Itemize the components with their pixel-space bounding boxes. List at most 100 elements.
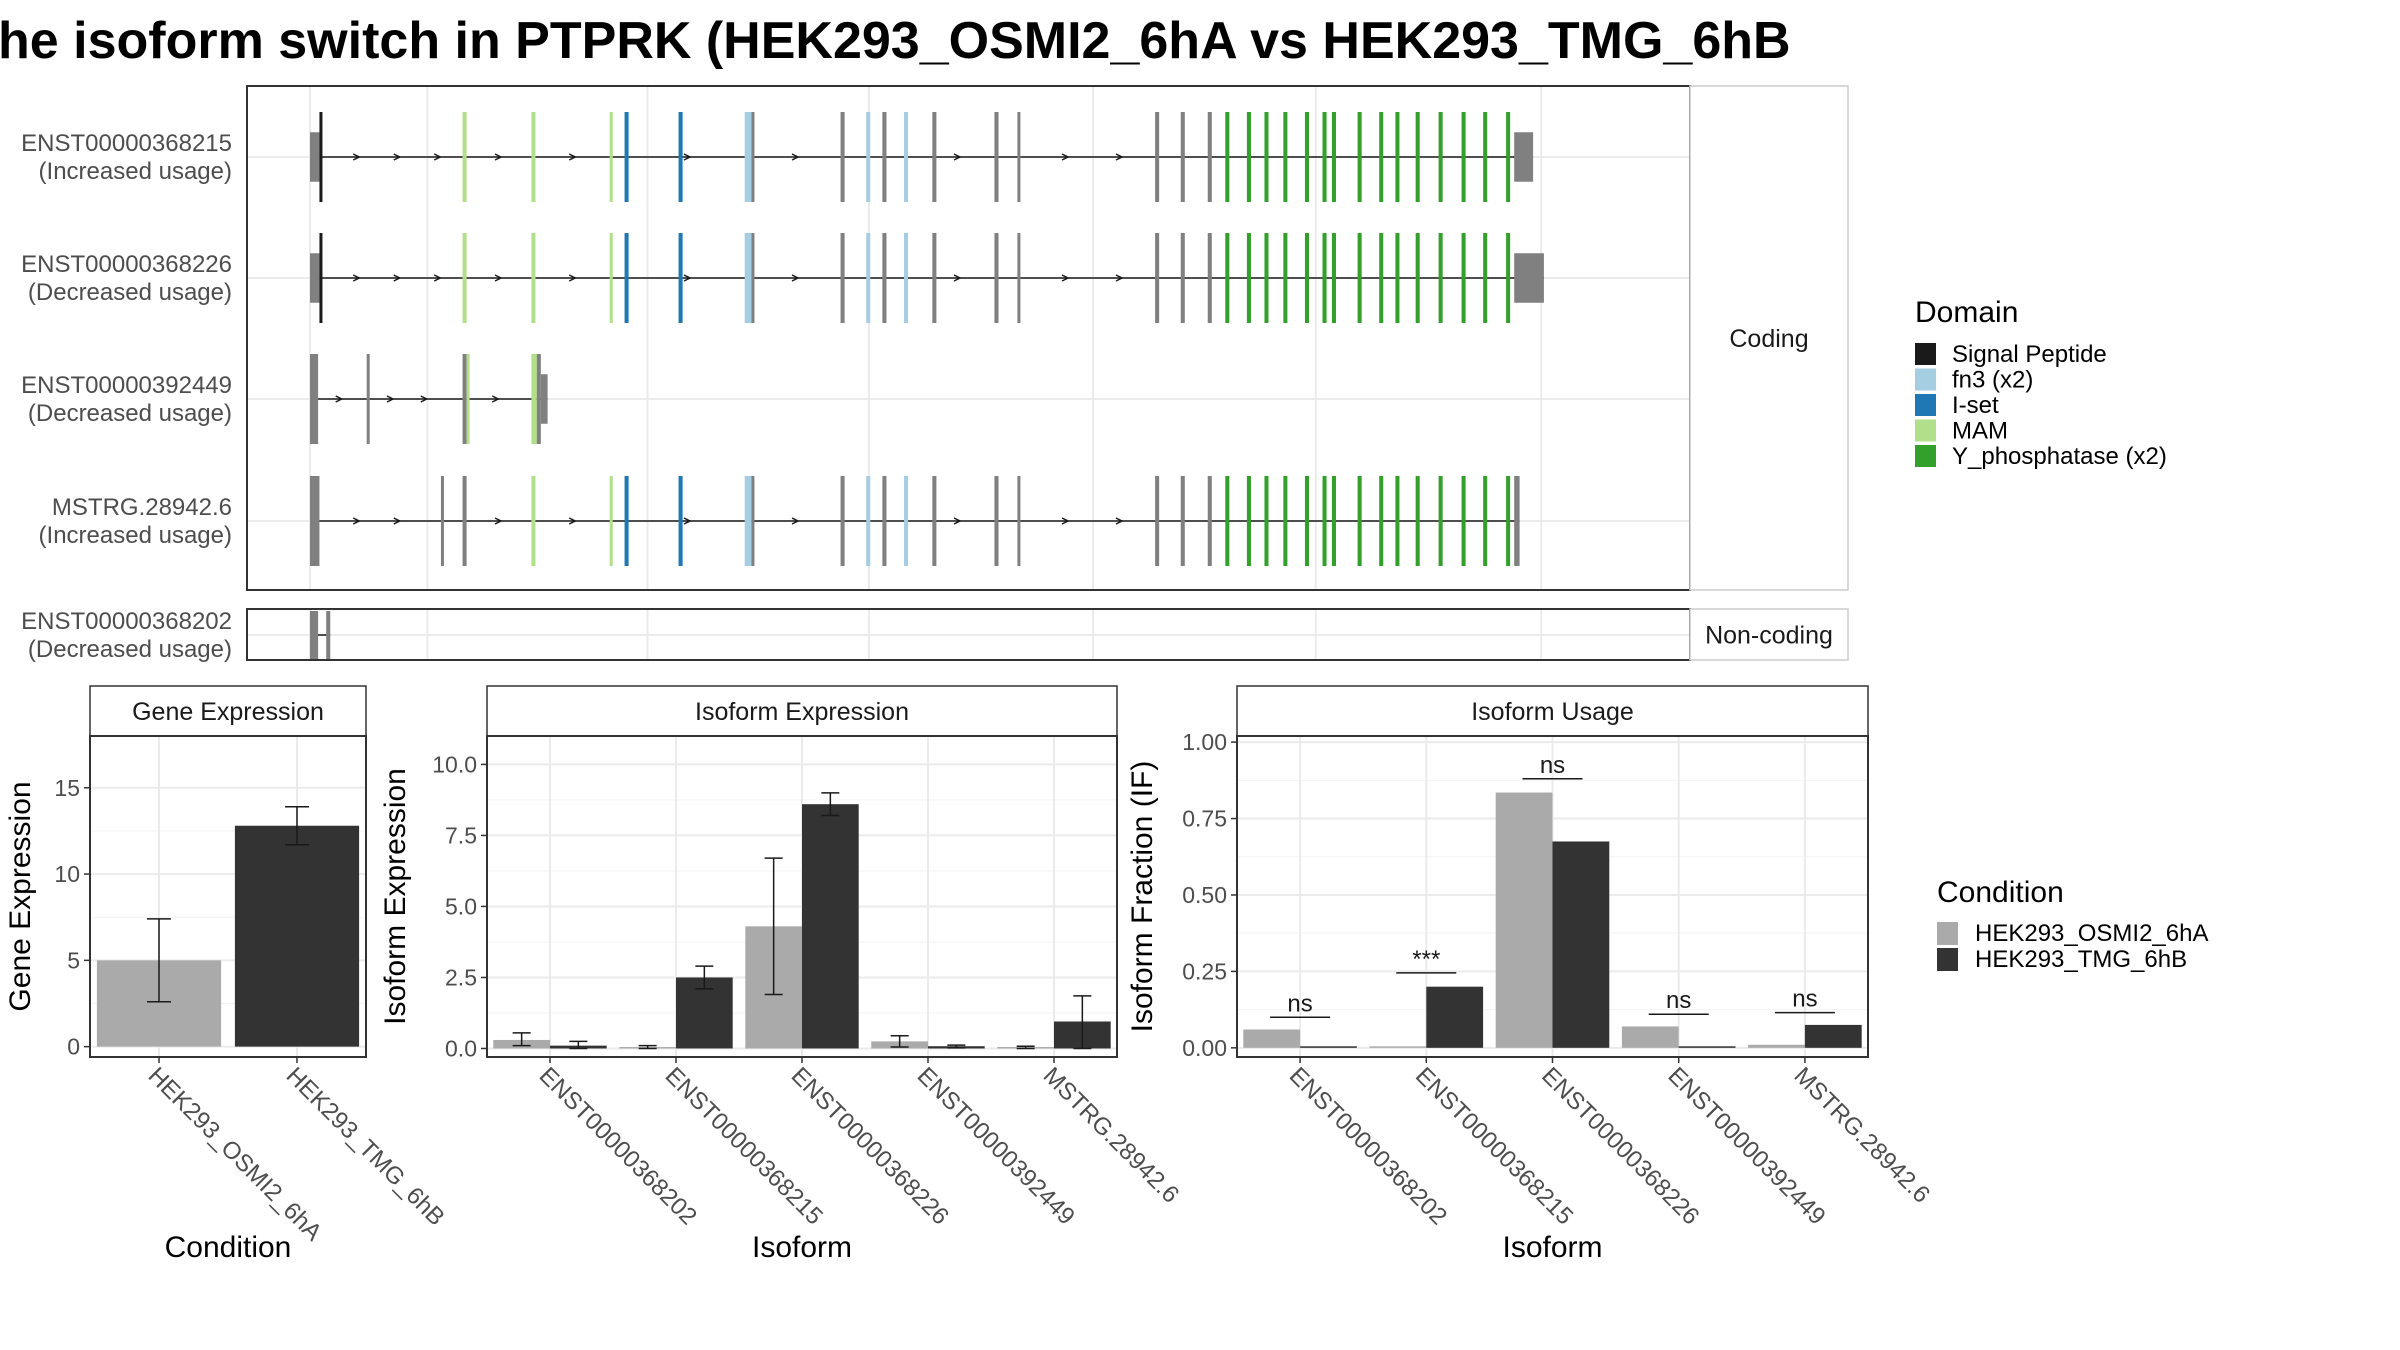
exon-exon — [882, 233, 887, 323]
direction-arrow — [1115, 517, 1124, 525]
exon-fn3 — [904, 476, 909, 566]
exon-exon — [1207, 233, 1212, 323]
direction-arrow — [791, 517, 800, 525]
exon-iset — [624, 112, 629, 202]
transcript-id-label: ENST00000368226 — [21, 251, 232, 278]
exon-yphos — [1264, 476, 1269, 566]
exon-fn3 — [904, 112, 909, 202]
exon-exon — [994, 476, 999, 566]
exon-yphos — [1379, 112, 1384, 202]
transcript-id-label: ENST00000368215 — [21, 130, 232, 157]
exon-exon — [1514, 253, 1544, 303]
exon-yphos — [1283, 112, 1288, 202]
domain-legend-swatch — [1915, 394, 1936, 416]
exon-exon — [462, 354, 467, 444]
direction-arrow — [494, 274, 503, 282]
exon-exon — [751, 476, 755, 566]
exon-yphos — [1304, 112, 1309, 202]
direction-arrow — [1115, 274, 1124, 282]
bar-1 — [1678, 1046, 1736, 1048]
transcript-usage-label: (Decreased usage) — [28, 636, 232, 663]
direction-arrow — [1061, 274, 1070, 282]
exon-fn3 — [744, 112, 752, 202]
exon-yphos — [1506, 112, 1511, 202]
exon-yphos — [1246, 233, 1251, 323]
exon-yphos — [1438, 112, 1443, 202]
exon-fn3 — [744, 233, 752, 323]
exon-exon — [932, 476, 937, 566]
exon-exon — [310, 354, 319, 444]
facet-strip — [1689, 85, 1849, 591]
transcript-usage-label: (Increased usage) — [39, 522, 232, 549]
direction-arrow — [683, 153, 692, 161]
exon-yphos — [1357, 476, 1362, 566]
exon-exon — [882, 476, 887, 566]
direction-arrow — [683, 274, 692, 282]
exon-fn3 — [866, 233, 871, 323]
exon-yphos — [1331, 476, 1336, 566]
facet-strip — [1689, 608, 1849, 661]
transcript-usage-label: (Increased usage) — [39, 158, 232, 185]
exon-exon — [932, 112, 937, 202]
exon-yphos — [1331, 112, 1336, 202]
exon-yphos — [1322, 476, 1327, 566]
bar-0 — [1495, 792, 1553, 1048]
exon-exon — [1514, 132, 1534, 182]
isoform-usage-chart: Isoform Usage ns *** ns ns ns 0.00 0.25 0.50 0.75… — [1126, 685, 1935, 1264]
exon-exon — [310, 611, 319, 659]
domain-legend-swatch — [1915, 343, 1936, 365]
isoform-expression-chart: Isoform Expression0.02.55.07.510.0ENST00… — [379, 685, 1184, 1264]
exon-yphos — [1225, 112, 1230, 202]
chart-frame — [89, 735, 367, 1058]
exon-yphos — [1438, 233, 1443, 323]
y-tick-label: 0.00 — [1182, 1035, 1227, 1061]
domain-legend-swatch — [1915, 445, 1936, 467]
exon-fn3 — [904, 233, 909, 323]
exon-yphos — [1322, 233, 1327, 323]
exon-exon — [840, 112, 845, 202]
exon-yphos — [1331, 233, 1336, 323]
exon-mam — [531, 476, 536, 566]
direction-arrow — [420, 395, 429, 403]
exon-iset — [678, 112, 683, 202]
direction-arrow — [494, 153, 503, 161]
bar-1 — [1300, 1046, 1357, 1048]
direction-arrow — [335, 395, 344, 403]
exon-yphos — [1461, 233, 1466, 323]
condition-legend-swatch — [1937, 948, 1958, 971]
transcript-id-label: ENST00000392449 — [21, 372, 232, 399]
transcript-ENST00000392449: ENST00000392449(Decreased usage) — [21, 354, 548, 444]
exon-signal_peptide — [319, 112, 323, 202]
exon-exon — [840, 233, 845, 323]
transcript-usage-label: (Decreased usage) — [28, 400, 232, 427]
exon-yphos — [1483, 112, 1488, 202]
domain-legend-label: Y_phosphatase (x2) — [1952, 443, 2167, 470]
bar-1 — [1804, 1024, 1862, 1048]
exon-fn3 — [866, 112, 871, 202]
y-axis-title: Gene Expression — [4, 781, 37, 1011]
y-tick-label: 0.25 — [1182, 958, 1227, 984]
y-tick-label: 10 — [54, 861, 80, 887]
transcript-ENST00000368202: ENST00000368202(Decreased usage) — [21, 608, 331, 663]
direction-arrow — [393, 274, 402, 282]
exon-exon — [1017, 112, 1021, 202]
exon-exon — [840, 476, 845, 566]
direction-arrow — [953, 153, 962, 161]
y-tick-label: 0 — [67, 1034, 80, 1060]
exon-fn3 — [744, 476, 752, 566]
domain-legend-title: Domain — [1915, 296, 2018, 329]
exon-yphos — [1483, 233, 1488, 323]
y-tick-label: 0.75 — [1182, 806, 1227, 832]
exon-exon — [751, 112, 755, 202]
transcript-ENST00000368226: ENST00000368226(Decreased usage) — [21, 233, 1544, 323]
y-tick-label: 2.5 — [445, 964, 477, 990]
bar-1 — [802, 804, 859, 1049]
direction-arrow — [1061, 517, 1070, 525]
exon-exon — [1207, 112, 1212, 202]
direction-arrow — [683, 517, 692, 525]
chart-strip — [486, 685, 1118, 737]
exon-exon — [994, 233, 999, 323]
